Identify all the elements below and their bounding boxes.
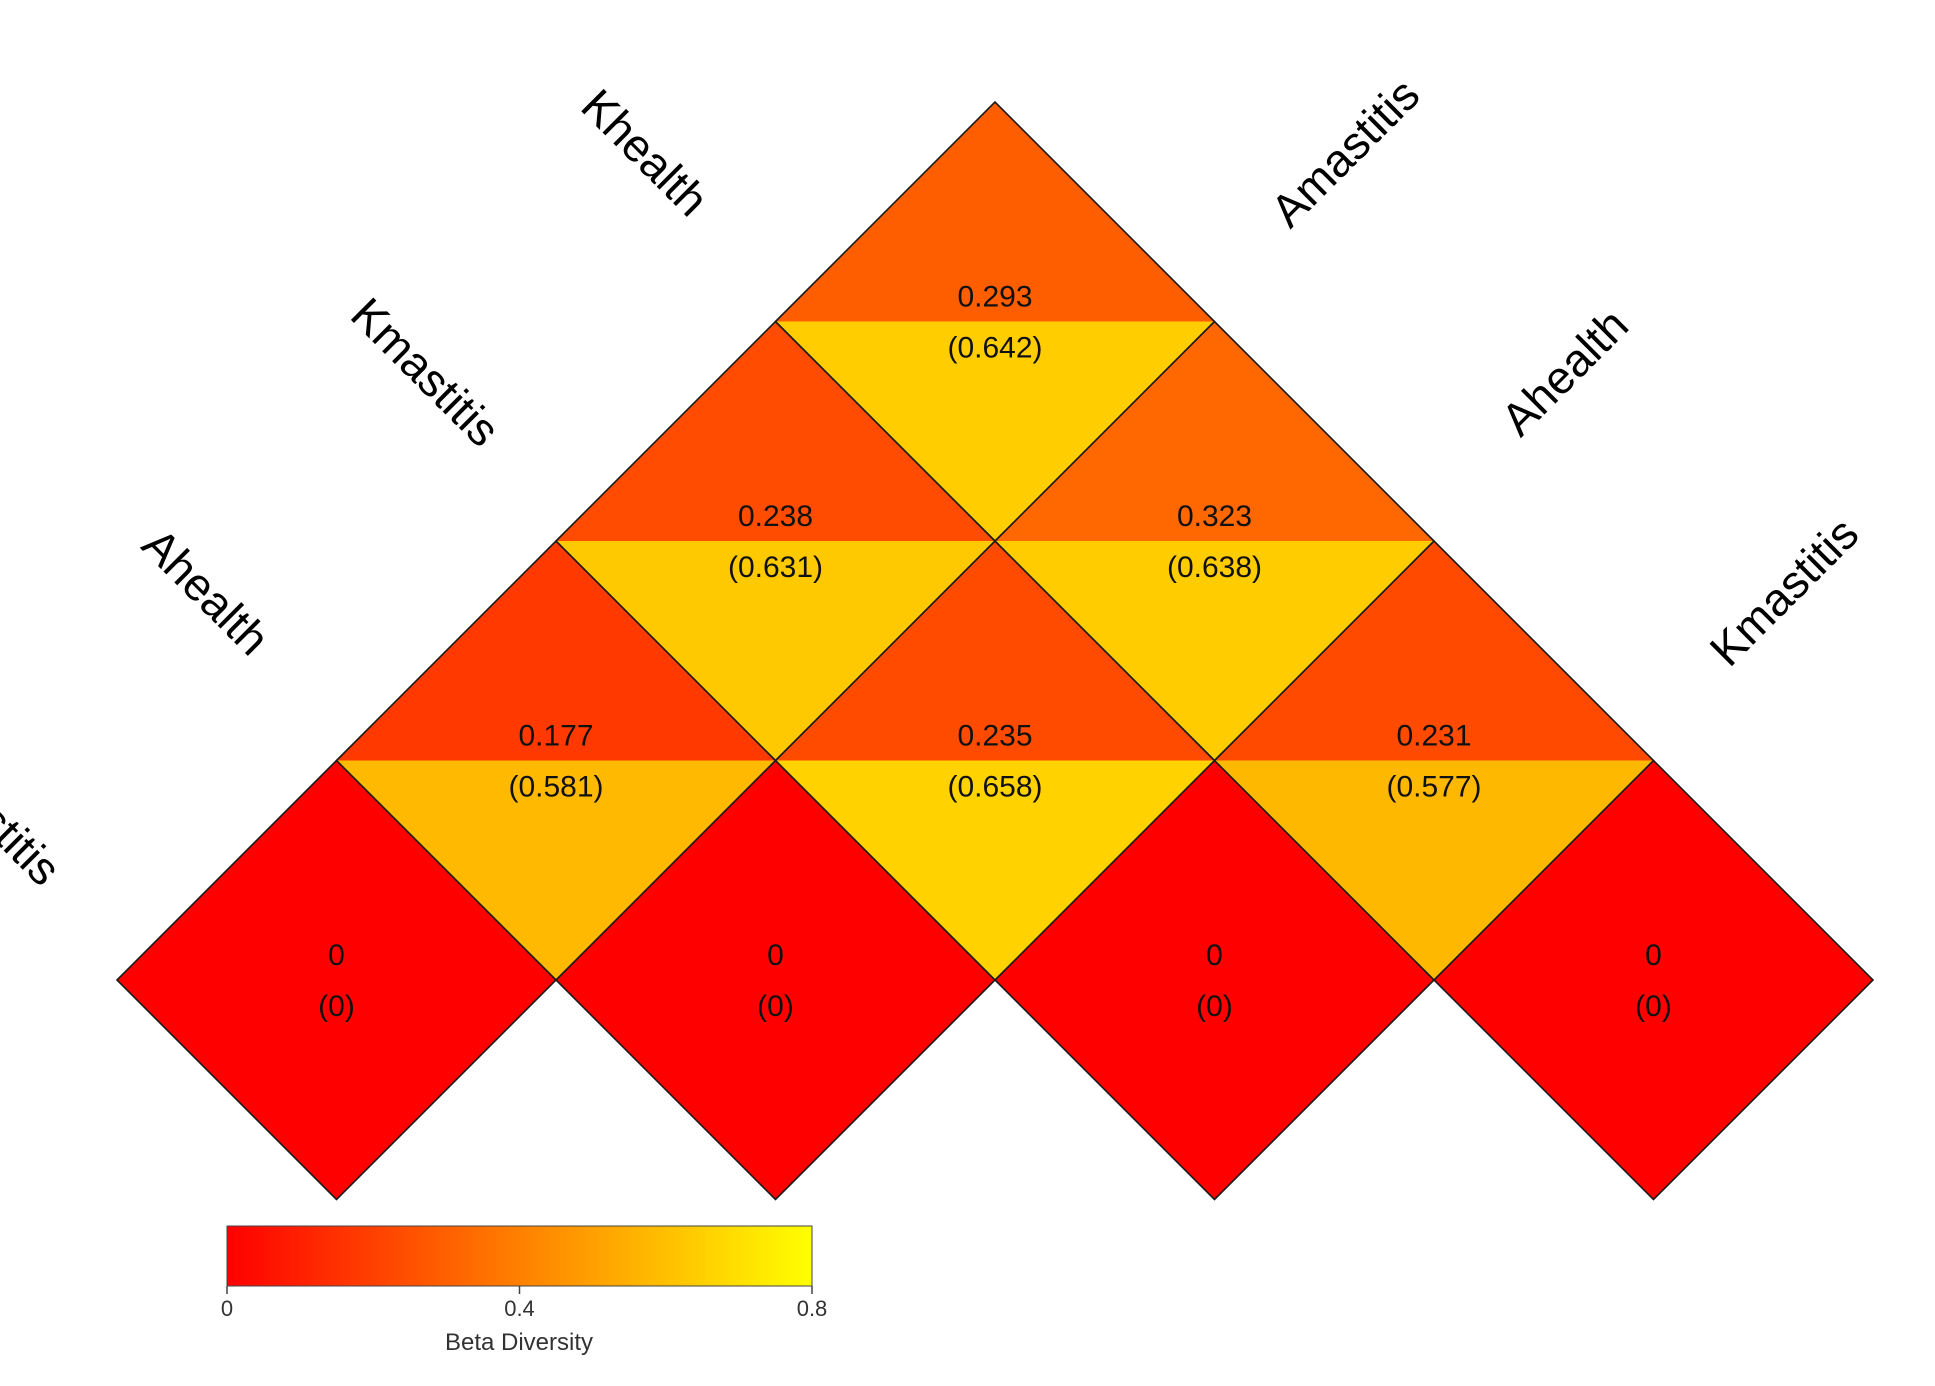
cell-upper-triangle bbox=[995, 760, 1434, 980]
cell-lower-triangle bbox=[995, 980, 1434, 1200]
cell-upper-triangle bbox=[775, 541, 1215, 761]
cell-upper-triangle bbox=[117, 760, 556, 980]
cell-lower-triangle bbox=[117, 980, 556, 1200]
left-group-label: Khealth bbox=[572, 79, 719, 226]
cell-upper-triangle bbox=[1214, 541, 1654, 761]
colorbar bbox=[226, 1225, 813, 1287]
cell-value-label: 0.323 bbox=[1177, 500, 1252, 533]
cell-value-label: 0.238 bbox=[738, 500, 813, 533]
left-group-label: Amastitis bbox=[0, 727, 71, 896]
cell-value-label: (0.658) bbox=[947, 771, 1042, 804]
colorbar-tick-label: 0.4 bbox=[504, 1296, 535, 1321]
cell-value-label: (0) bbox=[318, 990, 355, 1023]
cell-upper-triangle bbox=[775, 102, 1215, 322]
cell-value-label: 0.235 bbox=[957, 720, 1032, 753]
right-group-label: Amastitis bbox=[1261, 68, 1430, 237]
right-group-label: Khealth bbox=[1930, 737, 1935, 884]
cell-lower-triangle bbox=[775, 321, 1215, 541]
cell-upper-triangle bbox=[995, 321, 1434, 541]
colorbar-title: Beta Diversity bbox=[445, 1329, 593, 1356]
cell-value-label: (0.631) bbox=[728, 551, 823, 584]
heatmap-cell bbox=[774, 100, 1216, 543]
colorbar-tick-label: 0.8 bbox=[797, 1296, 828, 1321]
cell-value-label: 0 bbox=[328, 939, 345, 972]
cell-upper-triangle bbox=[336, 541, 776, 761]
heatmap-cells bbox=[115, 100, 1875, 1201]
cell-value-label: (0.638) bbox=[1167, 551, 1262, 584]
colorbar-ticks: 0 0.4 0.8 bbox=[221, 1286, 827, 1321]
cell-value-label: (0.642) bbox=[947, 332, 1042, 365]
cell-value-label: (0.577) bbox=[1386, 771, 1481, 804]
cell-lower-triangle bbox=[1214, 760, 1654, 980]
cell-lower-triangle bbox=[336, 760, 776, 980]
left-group-label: Kmastitis bbox=[341, 288, 510, 457]
cell-lower-triangle bbox=[775, 760, 1215, 980]
colorbar-legend: 0 0.4 0.8 Beta Diversity bbox=[221, 1225, 827, 1356]
cell-value-label: (0) bbox=[1196, 990, 1233, 1023]
cell-value-label: 0.293 bbox=[957, 281, 1032, 314]
heatmap-cell-labels: 0 (0) 0 (0) 0 (0) 0 (0) 0.177 (0.581) 0.235 (0.658)… bbox=[318, 281, 1672, 1024]
cell-value-label: (0) bbox=[757, 990, 794, 1023]
cell-value-label: 0.177 bbox=[518, 720, 593, 753]
cell-value-label: 0 bbox=[767, 939, 784, 972]
cell-value-label: 0 bbox=[1206, 939, 1223, 972]
cell-value-label: (0) bbox=[1635, 990, 1672, 1023]
right-group-label: Ahealth bbox=[1491, 298, 1638, 445]
cell-outline bbox=[774, 100, 1216, 543]
cell-lower-triangle bbox=[556, 541, 995, 761]
cell-lower-triangle bbox=[995, 541, 1434, 761]
cell-upper-triangle bbox=[1434, 760, 1873, 980]
cell-upper-triangle bbox=[556, 321, 995, 541]
cell-value-label: (0.581) bbox=[508, 771, 603, 804]
right-group-label: Kmastitis bbox=[1700, 507, 1869, 676]
left-group-label: Ahealth bbox=[133, 518, 280, 665]
cell-lower-triangle bbox=[1434, 980, 1873, 1200]
colorbar-tick-label: 0 bbox=[221, 1296, 233, 1321]
cell-upper-triangle bbox=[556, 760, 995, 980]
cell-lower-triangle bbox=[556, 980, 995, 1200]
cell-value-label: 0 bbox=[1645, 939, 1662, 972]
cell-value-label: 0.231 bbox=[1396, 720, 1471, 753]
